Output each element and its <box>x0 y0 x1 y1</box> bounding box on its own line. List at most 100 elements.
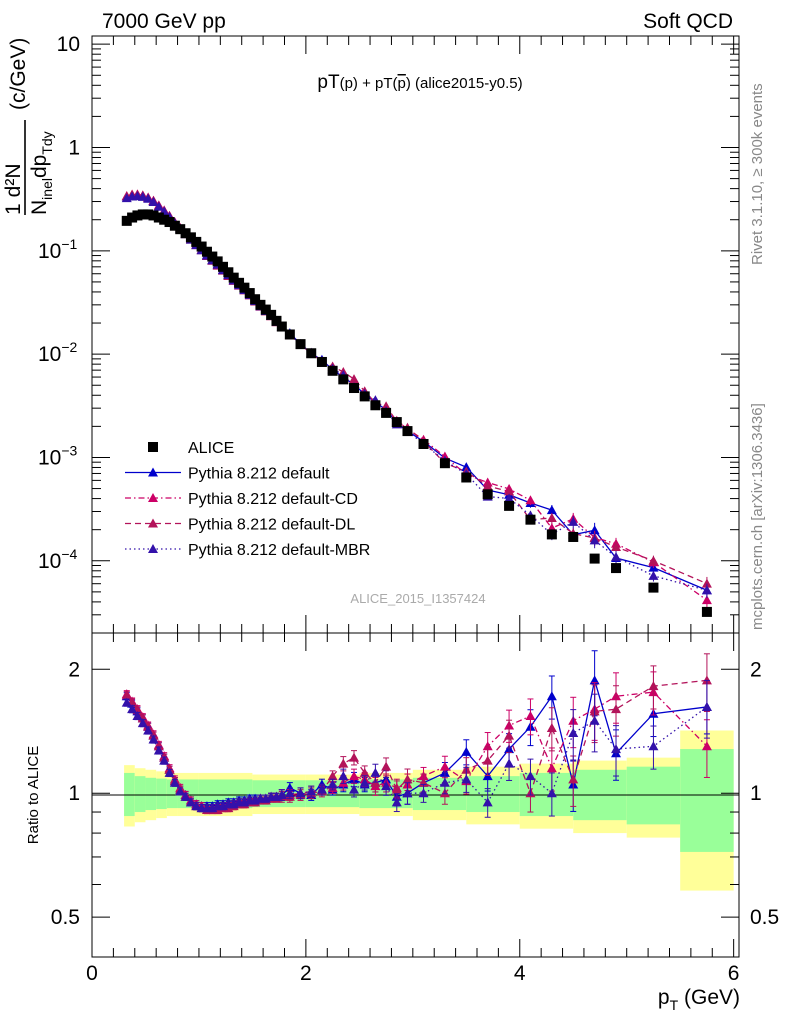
stat-uncertainty-band <box>166 779 178 809</box>
header-right: Soft QCD <box>643 10 733 33</box>
series-point <box>611 551 622 561</box>
ratio-y-tick-label: 0.5 <box>51 906 80 929</box>
x-tick-label: 6 <box>728 962 740 985</box>
svg-text:(c/GeV): (c/GeV) <box>7 38 30 110</box>
alice-data-point <box>482 489 493 500</box>
alice-data-point <box>461 472 472 483</box>
axis-ticks: 10 1 10−1 10−2 10−3 10−4 0 2 4 6 2 2 1 1 0.5 0.5 <box>38 33 779 985</box>
alice-data-point <box>402 426 413 437</box>
alice-data-point <box>201 246 212 257</box>
ratio-point <box>359 767 370 777</box>
main-plot-marks <box>121 189 712 617</box>
ratio-point <box>164 767 175 777</box>
ratio-point <box>504 758 515 768</box>
alice-data-point <box>271 315 282 326</box>
ratio-point <box>589 675 600 685</box>
stat-uncertainty-band <box>156 778 167 810</box>
alice-data-point <box>148 210 159 221</box>
ratio-point <box>349 784 360 794</box>
series-point <box>589 535 600 545</box>
series-point <box>504 493 515 503</box>
ratio-point <box>148 734 159 744</box>
alice-data-point <box>266 309 277 320</box>
ratio-point <box>611 704 622 714</box>
alice-data-point <box>207 251 218 262</box>
ratio-point <box>121 690 132 700</box>
legend-marker <box>148 493 158 502</box>
ratio-point <box>137 718 148 728</box>
ratio-point <box>546 723 557 733</box>
ratio-point <box>159 755 170 765</box>
ratio-point <box>153 745 164 755</box>
ratio-point <box>349 771 360 781</box>
alice-data-point <box>327 365 338 376</box>
ratio-point <box>402 788 413 798</box>
ratio-point <box>391 797 402 807</box>
alice-data-point <box>169 220 180 231</box>
ratio-point <box>439 761 450 771</box>
ratio-point <box>482 797 493 807</box>
ratio-point <box>701 675 712 685</box>
ratio-point <box>461 746 472 756</box>
series-point <box>568 516 579 526</box>
alice-data-point <box>370 400 381 411</box>
ratio-point <box>284 788 295 798</box>
ratio-point <box>370 767 381 777</box>
alice-data-point <box>164 217 175 228</box>
alice-data-point <box>191 236 202 247</box>
alice-data-point <box>648 582 659 593</box>
rivet-version-label: Rivet 3.1.10, ≥ 300k events <box>749 83 766 265</box>
ratio-y-tick-label: 1 <box>68 782 80 805</box>
ratio-point <box>295 788 306 798</box>
ratio-point <box>546 763 557 773</box>
ratio-point <box>127 704 138 714</box>
alice-data-point <box>568 531 579 542</box>
legend-label: Pythia 8.212 default-DL <box>188 517 355 534</box>
series-point <box>525 495 536 505</box>
stat-uncertainty-band <box>124 772 135 817</box>
alice-data-point <box>234 277 245 288</box>
y-tick-label: 10−1 <box>38 236 78 263</box>
alice-data-point <box>391 417 402 428</box>
alice-data-point <box>218 261 229 272</box>
series-point <box>137 191 148 201</box>
alice-data-point <box>260 304 271 315</box>
x-tick-label: 2 <box>300 962 312 985</box>
legend-label: Pythia 8.212 default-CD <box>188 491 358 508</box>
alice-data-point <box>295 339 306 350</box>
ratio-point <box>701 741 712 751</box>
ratio-point <box>169 777 180 787</box>
ratio-point <box>402 774 413 784</box>
ratio-point <box>338 758 349 768</box>
y-axis-label: NineldpTdy 1d²N (c/GeV) <box>2 38 55 215</box>
ratio-point <box>316 784 327 794</box>
chart-title: pT(p) + pT(p) (alice2015-y0.5) <box>317 72 522 93</box>
stat-uncertainty-band <box>134 776 146 813</box>
x-tick-label: 0 <box>86 962 98 985</box>
ratio-point <box>276 789 287 799</box>
alice-data-point <box>338 374 349 385</box>
legend-marker-alice <box>148 442 158 452</box>
y-tick-label: 10−2 <box>38 339 78 366</box>
x-tick-label: 4 <box>514 962 526 985</box>
ratio-point <box>525 711 536 721</box>
ratio-point <box>482 755 493 765</box>
ratio-point <box>461 774 472 784</box>
ratio-point <box>589 715 600 725</box>
ratio-point <box>143 725 154 735</box>
stat-uncertainty-band <box>466 776 520 813</box>
ratio-point <box>327 779 338 789</box>
ratio-point <box>349 752 360 762</box>
ratio-point <box>648 681 659 691</box>
ratio-point <box>381 761 392 771</box>
series-point <box>546 513 557 523</box>
alice-data-point <box>127 212 138 223</box>
alice-data-point <box>185 232 196 243</box>
alice-data-point <box>143 209 154 220</box>
alice-data-point <box>306 348 317 359</box>
alice-data-point <box>250 294 261 305</box>
alice-data-point <box>212 256 223 267</box>
ratio-point <box>611 744 622 754</box>
series-point <box>482 481 493 491</box>
